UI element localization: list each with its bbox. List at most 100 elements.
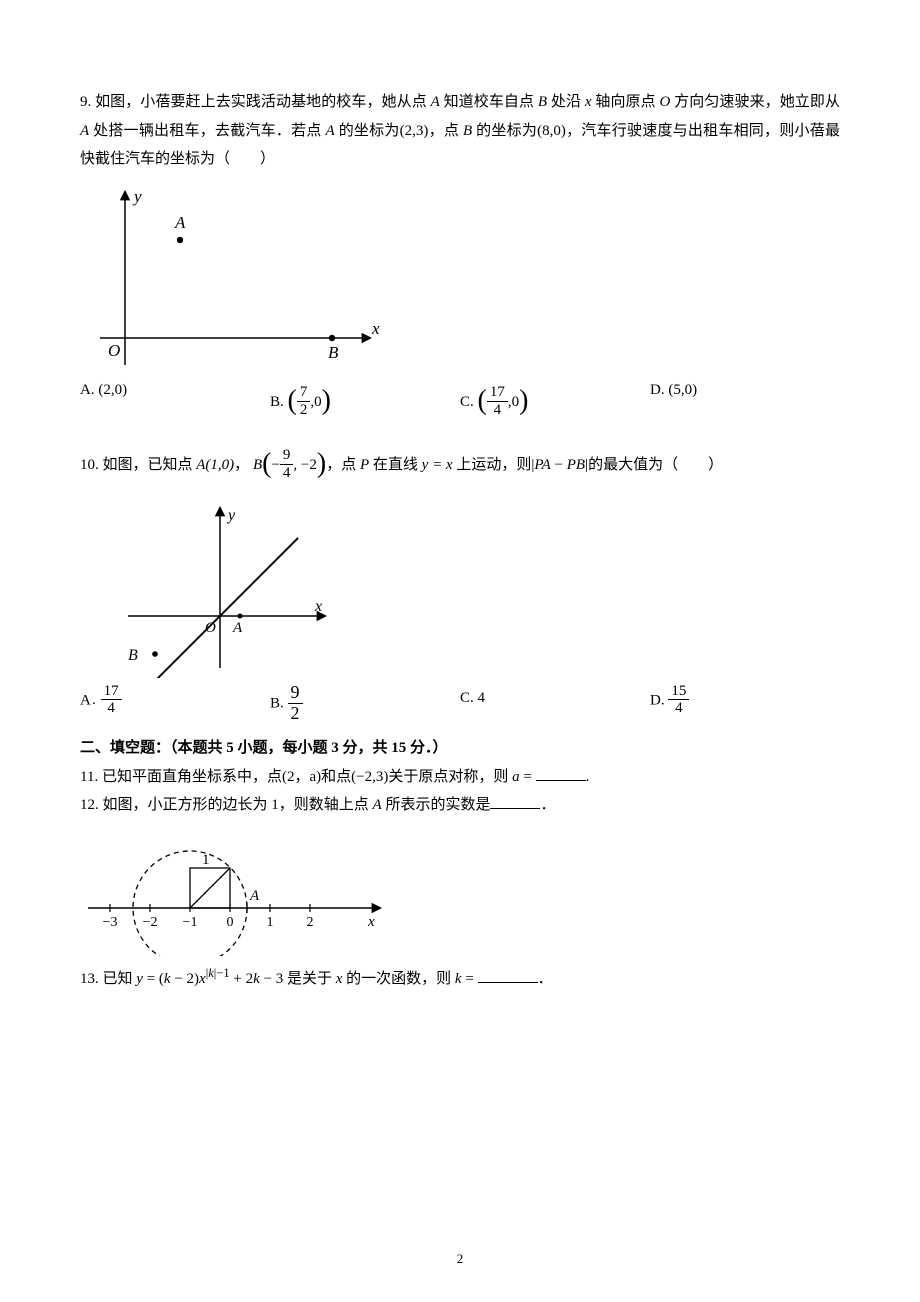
q10-svg: y x O A B: [110, 498, 340, 678]
q10-number: 10.: [80, 457, 99, 473]
q13-plus: + 2: [230, 971, 253, 987]
q10-Bpre: −: [271, 457, 279, 473]
q13-sc: |−1: [214, 966, 230, 980]
q10-optD-num: 15: [668, 683, 689, 701]
q11-t3: 关于原点对称，则: [388, 769, 512, 785]
q9-t4: 轴向原点: [592, 94, 660, 110]
q11-tail: .: [586, 769, 590, 785]
q9-optD-val: (5,0): [668, 382, 697, 398]
q10-A: A(1,0): [196, 457, 234, 473]
q10-optB-num: 9: [288, 683, 303, 704]
q10-optD: D. 154: [650, 684, 840, 725]
q9-svg: y x O A B: [80, 180, 380, 370]
q12-fig-sq: 1: [202, 852, 210, 868]
q9-optC-den: 4: [487, 402, 508, 419]
q10-fig-B: B: [128, 647, 138, 664]
q9-fig-y: y: [132, 187, 142, 206]
q9-stem: 9. 如图，小蓓要赶上去实践活动基地的校车，她从点 A 知道校车自点 B 处沿 …: [80, 88, 840, 174]
q10-Bnum: 9: [280, 447, 294, 465]
q9-O1: O: [660, 94, 671, 110]
q9-number: 9.: [80, 94, 91, 110]
q10-t5: 上运动，则: [453, 457, 532, 473]
svg-text:2: 2: [307, 915, 314, 930]
q12-svg: −3−2−1012 x 1 A: [80, 826, 390, 956]
q9-A3: A: [326, 123, 335, 139]
q9-optB-label: B.: [270, 394, 284, 410]
q10-t6: 的最大值为（ ）: [588, 457, 723, 473]
q10-optD-den: 4: [668, 700, 689, 717]
q13-k1: k: [164, 971, 171, 987]
q13-number: 13.: [80, 971, 99, 987]
section2-title: 二、填空题：（本题共 5 小题，每小题 3 分，共 15 分．）: [80, 734, 840, 763]
q11-t1: 已知平面直角坐标系中，点: [102, 769, 282, 785]
q12-number: 12.: [80, 797, 99, 813]
q13-m2a: − 2): [171, 971, 199, 987]
q9-optA-label: A.: [80, 382, 95, 398]
q9-t3: 处沿: [547, 94, 585, 110]
q10-optB: B. 92: [270, 684, 460, 725]
q13-k3: k: [455, 971, 462, 987]
q10-optC-label: C.: [460, 690, 474, 706]
q9-fig-x: x: [371, 319, 380, 338]
q9-A1: A: [431, 94, 440, 110]
q10-options: A. 174 B. 92 C. 4 D. 154: [80, 684, 840, 725]
q9-optD: D. (5,0): [650, 376, 840, 429]
q13-tail: ．: [538, 971, 553, 987]
q9-t6: 处搭一辆出租车，去截汽车．若点: [89, 123, 325, 139]
q10-stem: 10. 如图，已知点 A(1,0)， B(−94, −2)，点 P 在直线 y …: [80, 439, 840, 492]
q9-optB: B. (72,0): [270, 376, 460, 429]
q13-t3: 的一次函数，则: [342, 971, 455, 987]
q9-figure: y x O A B: [80, 180, 840, 370]
q10-figure: y x O A B: [110, 498, 840, 678]
q10-t2: ，: [234, 457, 249, 473]
q9-x1: x: [585, 94, 592, 110]
q13-stem: 13. 已知 y = (k − 2)x|k|−1 + 2k − 3 是关于 x …: [80, 962, 840, 994]
q9-optA: A. (2,0): [80, 376, 270, 429]
q13-blank: [478, 967, 538, 983]
q10-optA-num: 17: [101, 683, 122, 701]
q10-optA: A. 174: [80, 684, 270, 725]
q11-pt1: (2，a): [282, 769, 321, 785]
q13-m3: − 3: [260, 971, 283, 987]
svg-text:0: 0: [227, 915, 234, 930]
q9-A2: A: [80, 123, 89, 139]
q9-optC: C. (174,0): [460, 376, 650, 429]
q10-optD-label: D.: [650, 692, 665, 708]
q13-y: y: [136, 971, 143, 987]
q9-fig-B: B: [328, 343, 339, 362]
q10-fig-x: x: [314, 598, 322, 615]
q12-A1: A: [373, 797, 382, 813]
q9-optB-num: 7: [297, 384, 311, 402]
q9-optD-label: D.: [650, 382, 665, 398]
q10-fig-A: A: [232, 620, 243, 636]
svg-text:−2: −2: [143, 915, 158, 930]
q9-optC-label: C.: [460, 394, 474, 410]
q9-B2: B: [463, 123, 472, 139]
q11-t2: 和点: [321, 769, 351, 785]
q10-t3: ，点: [326, 457, 360, 473]
q10-optC: C. 4: [460, 684, 650, 725]
q10-optA-den: 4: [101, 700, 122, 717]
svg-text:−1: −1: [183, 915, 198, 930]
q13-t2: 是关于: [283, 971, 336, 987]
q9-B1: B: [538, 94, 547, 110]
q9-coordB: (8,0): [537, 123, 566, 139]
q10-t1: 如图，已知点: [103, 457, 197, 473]
q9-t7: 的坐标为: [335, 123, 400, 139]
q12-figure: −3−2−1012 x 1 A: [80, 826, 840, 956]
q9-optC-num: 17: [487, 384, 508, 402]
q10-P: P: [360, 457, 369, 473]
q10-optB-label: B.: [270, 696, 284, 712]
q10-fig-O: O: [205, 620, 216, 636]
q12-blank: [490, 793, 540, 809]
q13-eq2: =: [462, 971, 478, 987]
q9-t5: 方向匀速驶来，她立即从: [670, 94, 840, 110]
q10-optB-den: 2: [288, 704, 303, 724]
q10-Bden: 4: [280, 465, 294, 482]
q11-blank: [536, 765, 586, 781]
q9-optB-tail: ,0: [310, 394, 321, 410]
q13-eq1: = (: [143, 971, 164, 987]
q9-fig-O: O: [108, 341, 120, 360]
page-number: 2: [0, 1247, 920, 1272]
q10-t4: 在直线: [369, 457, 422, 473]
